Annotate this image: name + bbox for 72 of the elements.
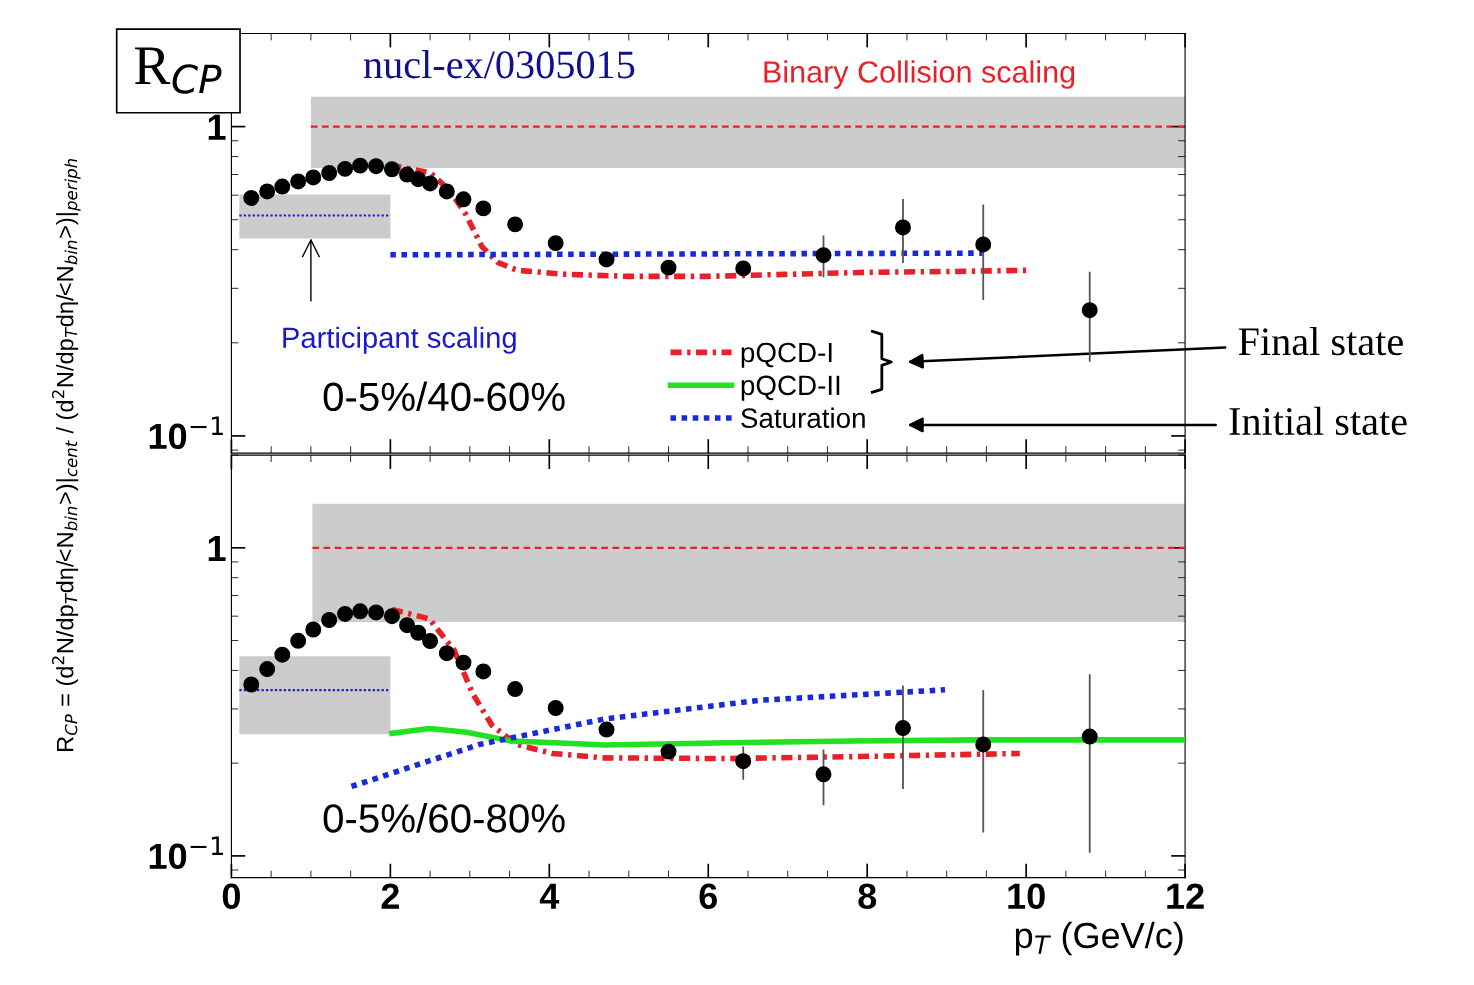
point [259, 183, 276, 200]
point [290, 632, 307, 649]
point [243, 676, 260, 693]
annotation: 0-5%/40-60% [323, 381, 565, 412]
y-tick-label: 10$^{−1}$ [149, 416, 223, 450]
point [475, 200, 492, 217]
point [352, 603, 369, 620]
point [243, 189, 260, 206]
legend-label: pQCD-I [741, 342, 832, 368]
point [305, 169, 322, 186]
point [337, 605, 354, 622]
point [815, 247, 832, 264]
point [399, 617, 416, 634]
point [290, 173, 307, 190]
x-tick-label: 2 [381, 883, 399, 909]
point [894, 219, 911, 236]
point [598, 251, 615, 268]
point [547, 700, 564, 716]
point [1081, 728, 1098, 745]
text: Initial state [1229, 406, 1407, 436]
x-tick-label: 0 [222, 883, 240, 910]
point [368, 158, 385, 175]
point [735, 753, 752, 770]
point [475, 663, 492, 680]
point [735, 260, 752, 277]
point [368, 604, 385, 621]
point [507, 681, 524, 698]
point [259, 661, 276, 678]
point [598, 721, 615, 738]
y-tick-label: 1 [208, 536, 226, 561]
point [422, 175, 439, 192]
x-tick-label: 10 [1008, 883, 1045, 910]
x-tick-label: 6 [699, 883, 717, 910]
point [321, 165, 338, 181]
annotation: 0-5%/60-80% [323, 803, 565, 833]
point [422, 633, 439, 650]
point [507, 216, 524, 233]
point [1081, 302, 1098, 319]
point [274, 178, 291, 195]
x-tick-label: 12 [1167, 883, 1204, 909]
annotation: nucl-ex/0305015 [363, 50, 635, 79]
point [337, 160, 354, 177]
x-axis-title: p$_{T}$ (GeV/c) [1015, 921, 1183, 956]
point [660, 259, 677, 276]
x-tick-label: 4 [539, 883, 560, 909]
chart-title: R$_{CP}$ [134, 47, 222, 94]
legend-label: pQCD-II [741, 375, 840, 401]
legend-label: Saturation [741, 407, 865, 429]
point [305, 621, 322, 638]
point [894, 720, 911, 737]
point [455, 191, 472, 208]
point [547, 235, 564, 252]
x-tick-label: 8 [858, 883, 877, 910]
point [321, 612, 338, 628]
point [975, 236, 992, 253]
point [383, 161, 400, 178]
point [352, 157, 369, 174]
point [815, 766, 832, 783]
point [660, 743, 677, 760]
text: R$_{CP}$ = (d$^{2}$N/dp$_{T}$dη/<N$_{bin}$>)|$_{cent}$ / (d$^{2}$N/dp$_{T}$dη/<N$_{bin}$>)|$_{periph}$ [51, 158, 81, 751]
point [438, 183, 455, 200]
text: Final state [1238, 327, 1403, 356]
point [410, 624, 427, 641]
y-tick-label: 10$^{−1}$ [149, 836, 223, 870]
annotation: Participant scaling [283, 326, 516, 354]
point [274, 646, 291, 663]
point [975, 736, 992, 753]
y-tick-label: 1 [208, 114, 226, 140]
point [383, 608, 400, 625]
annotation: Binary Collision scaling [764, 60, 1075, 89]
point [438, 645, 455, 662]
point [455, 654, 472, 671]
